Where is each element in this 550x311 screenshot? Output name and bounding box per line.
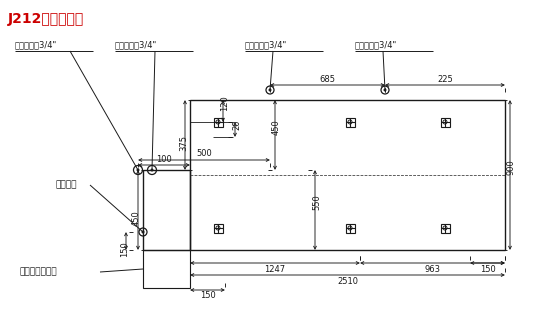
Text: 冷却水出口3/4": 冷却水出口3/4" [115,40,157,49]
Text: 冷却水进口3/4": 冷却水进口3/4" [15,40,57,49]
Circle shape [151,169,153,171]
Bar [441,118,449,127]
Text: 375: 375 [179,135,188,151]
Text: J212基础安装图: J212基础安装图 [8,12,84,26]
Text: 100: 100 [156,155,172,164]
Text: 20: 20 [232,119,241,129]
Text: 150: 150 [120,241,129,257]
Circle shape [383,89,387,91]
Text: 225: 225 [437,75,453,83]
Bar [213,224,223,233]
Text: 500: 500 [196,150,212,159]
Text: 电源进口: 电源进口 [55,180,76,189]
Text: 冷却水进口3/4": 冷却水进口3/4" [245,40,287,49]
Bar [345,224,355,233]
Text: 963: 963 [425,264,441,273]
Text: 2510: 2510 [337,276,358,285]
Text: 900: 900 [507,159,516,175]
Bar [143,250,190,288]
Text: 120: 120 [220,95,229,111]
Bar [143,170,190,250]
Text: 机器控制电气笱: 机器控制电气笱 [20,267,58,276]
Text: 450: 450 [272,119,281,135]
Text: 1247: 1247 [265,264,285,273]
Bar [345,118,355,127]
Circle shape [141,230,145,234]
Text: 冷協水出口3/4": 冷協水出口3/4" [355,40,397,49]
Text: 550: 550 [312,194,321,210]
Text: 450: 450 [132,210,141,226]
Circle shape [136,169,140,171]
Text: 150: 150 [480,264,496,273]
Bar [190,100,505,250]
Text: 685: 685 [320,75,335,83]
Circle shape [268,89,272,91]
Bar [213,118,223,127]
Text: 150: 150 [200,291,216,300]
Bar [441,224,449,233]
